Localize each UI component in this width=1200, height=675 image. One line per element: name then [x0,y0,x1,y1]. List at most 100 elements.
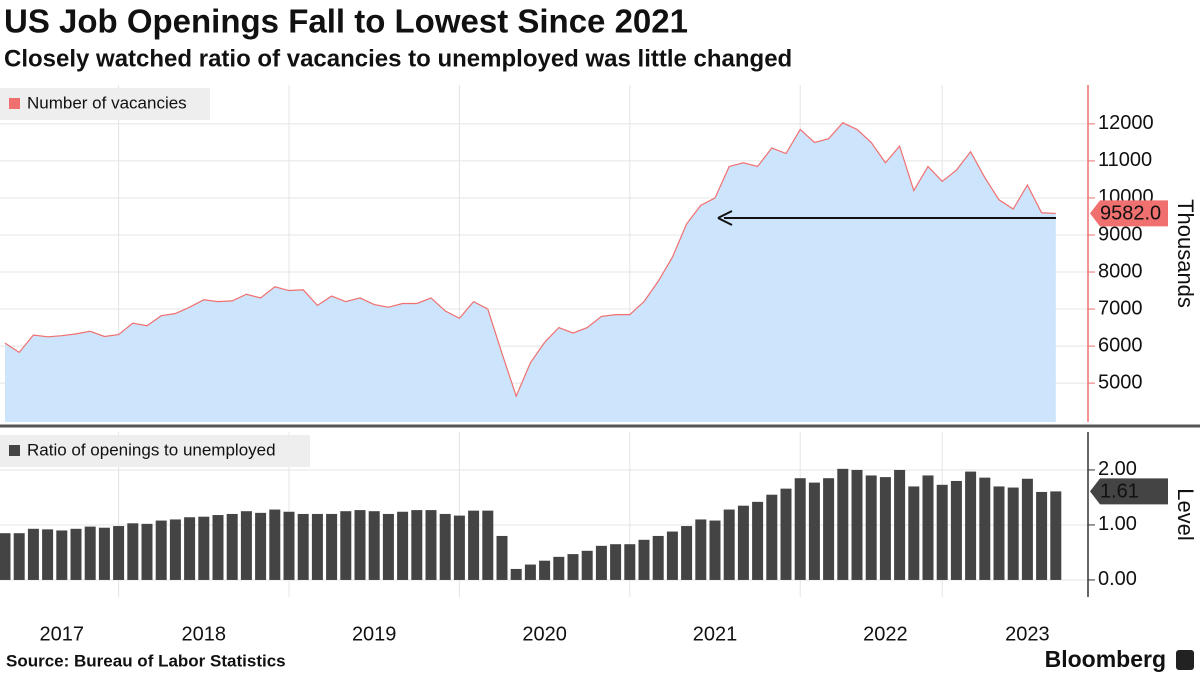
y-tick-label: 7000 [1098,297,1143,319]
bar [595,545,607,580]
bar [553,556,565,580]
bar [766,494,778,580]
y-axis-label: Level [1173,488,1198,541]
bar [468,510,480,580]
x-tick-label: 2020 [522,623,567,645]
bar [823,478,835,580]
bar [936,484,948,580]
bar [581,550,593,580]
bar [425,510,437,580]
y-axis-label: Thousands [1173,199,1198,308]
bar [681,526,693,580]
bar [652,535,664,580]
chart-subtitle: Closely watched ratio of vacancies to un… [4,45,792,72]
bar [240,511,252,580]
y-tick-label: 1.00 [1098,513,1137,535]
legend-label: Ratio of openings to unemployed [27,440,276,459]
bar [610,544,622,580]
bar [397,511,409,580]
y-tick-label: 8000 [1098,260,1143,282]
bar [524,564,536,580]
bar [113,526,125,580]
bar [851,469,863,580]
bar [56,530,68,580]
bar [894,469,906,580]
bar [283,511,295,580]
legend-swatch [9,445,20,456]
bar [84,526,96,580]
bar [666,531,678,580]
y-tick-label: 9000 [1098,223,1143,245]
last-value-tag [1090,478,1168,505]
source: Source: Bureau of Labor Statistics [6,651,286,670]
x-tick-label: 2022 [863,623,908,645]
brand: Bloomberg [1045,646,1166,672]
bar [624,544,636,580]
legend-box [0,435,310,467]
bar [567,554,579,580]
bar [354,510,366,580]
bar [0,533,11,580]
legend-label: Number of vacancies [27,93,187,112]
bar [737,505,749,580]
bar [70,528,82,580]
x-tick-label: 2019 [352,623,397,645]
bar [865,475,877,580]
y-tick-label: 11000 [1098,149,1152,171]
bar [198,516,210,580]
legend-swatch [9,98,20,109]
bar [169,519,181,580]
bar [482,510,494,580]
legend-box [0,88,210,120]
bar [255,512,267,580]
bar [127,523,139,580]
bar [42,529,54,580]
bar [908,486,920,580]
bar [837,468,849,580]
bar [212,515,224,580]
bar [453,515,465,580]
x-tick-label: 2021 [693,623,738,645]
bar [411,510,423,580]
bar [723,509,735,580]
last-value-label: 9582.0 [1100,203,1161,225]
bar [979,477,991,580]
bar [922,475,934,580]
bar [752,501,764,580]
bar [879,477,891,580]
bar [794,478,806,580]
brand-icon [1176,650,1194,670]
y-tick-label: 0.00 [1098,568,1137,590]
y-tick-label: 5000 [1098,371,1143,393]
bar [1021,478,1033,580]
y-tick-label: 12000 [1098,112,1154,134]
line [4,122,1056,398]
last-value-tag [1090,200,1168,227]
bar [226,513,238,580]
bar [297,513,309,580]
bar [368,511,380,580]
x-tick-label: 2018 [182,623,227,645]
y-tick-label: 6000 [1098,334,1143,356]
bar [13,533,25,580]
bar [184,517,196,580]
bar [780,488,792,580]
bar [539,560,551,580]
arrow-head [717,210,733,226]
bar [993,486,1005,580]
bar [27,528,39,580]
bar [311,513,323,580]
bar [950,480,962,580]
bar [496,535,508,580]
x-tick-label: 2023 [1005,623,1050,645]
bar [155,520,167,580]
area [5,122,1056,423]
bar [965,471,977,580]
bar [638,539,650,580]
bar [382,513,394,580]
bar [695,519,707,580]
bar [1050,491,1062,580]
bar [709,520,721,580]
x-tick-label: 2017 [40,623,85,645]
